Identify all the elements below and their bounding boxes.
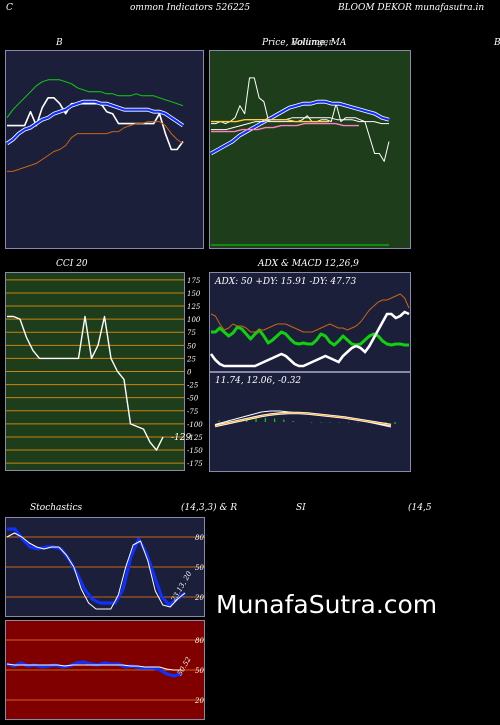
y-tick-label: 150 [187, 290, 201, 298]
series-line-rsi-white [6, 663, 181, 671]
macd-readout: 11.74, 12.06, -0.32 [215, 376, 301, 386]
series-line-price [211, 77, 390, 162]
adx-readout: ADX: 50 +DY: 15.91 -DY: 47.73 [214, 277, 356, 287]
watermark: MunafaSutra.com [216, 590, 438, 619]
y-tick-label: 100 [187, 316, 201, 324]
far-right-title: B [494, 38, 500, 48]
bb-title: B [56, 38, 63, 48]
cci-title: CCI 20 [56, 259, 88, 269]
series-line-upper [6, 79, 184, 118]
series-line-signal [214, 412, 392, 427]
y-tick-label: 20 [194, 594, 204, 602]
y-tick-label: 50 [187, 342, 196, 350]
y-tick-label: -150 [187, 447, 203, 455]
y-tick-label: -25 [187, 382, 199, 390]
price-background [209, 50, 411, 249]
series-line-ma-white [211, 117, 389, 131]
cci-last-label: -129 [171, 433, 191, 443]
series-line-ma-pink [211, 122, 359, 133]
series-line-+DI [210, 311, 410, 367]
cci-panel: 175 150 125 100 75 50 25 0 -25 -50 -75 -100 -125 -150… [5, 272, 203, 471]
adx-panel: ADX: 50 +DY: 15.91 -DY: 47.73 [209, 272, 411, 372]
price-title-overlap: Bollinger [291, 38, 333, 48]
stoch-title: Stochastics [30, 503, 83, 513]
y-tick-label: -125 [187, 434, 203, 442]
y-tick-label: 80 [195, 534, 204, 542]
header-left: C [6, 3, 13, 13]
y-tick-label: -100 [187, 421, 203, 429]
y-tick-label: 20 [194, 697, 204, 705]
series-line-middle [6, 100, 184, 145]
y-tick-label: 50 [195, 564, 204, 572]
y-tick-label: 175 [187, 277, 201, 285]
stoch-params: (14,3,3) & R [181, 503, 238, 513]
series-line-%K [7, 527, 186, 607]
adx-background [209, 272, 411, 372]
series-line-ma-blue [210, 100, 390, 155]
price-panel [209, 50, 411, 249]
series-line-ma-yellow [211, 118, 329, 123]
series-line-lower [7, 121, 184, 172]
y-tick-label: 125 [187, 303, 201, 311]
adx-macd-title: ADX & MACD 12,26,9 [258, 259, 359, 269]
series-line-%D [6, 532, 186, 610]
y-tick-label: -175 [187, 460, 203, 468]
macd-panel: 11.74, 12.06, -0.32 [209, 372, 411, 472]
y-tick-label: 75 [187, 329, 196, 337]
y-tick-label: 50 [195, 667, 204, 675]
series-line--DI [210, 293, 410, 333]
header-right: BLOOM DEKOR munafasutra.in [338, 3, 485, 13]
y-tick-label: 0 [187, 369, 192, 377]
price-title: Price, Volume, MA [262, 38, 347, 48]
y-tick-label: 25 [186, 355, 196, 363]
bollinger-panel [5, 50, 204, 249]
y-tick-label: -75 [187, 408, 199, 416]
si-title: SI [296, 503, 306, 513]
header-middle: ommon Indicators 526225 [130, 3, 251, 13]
y-tick-label: 80 [195, 637, 204, 645]
y-tick-label: -50 [187, 395, 199, 403]
si-params: (14,5 [408, 503, 432, 513]
series-line-cci [7, 315, 164, 451]
